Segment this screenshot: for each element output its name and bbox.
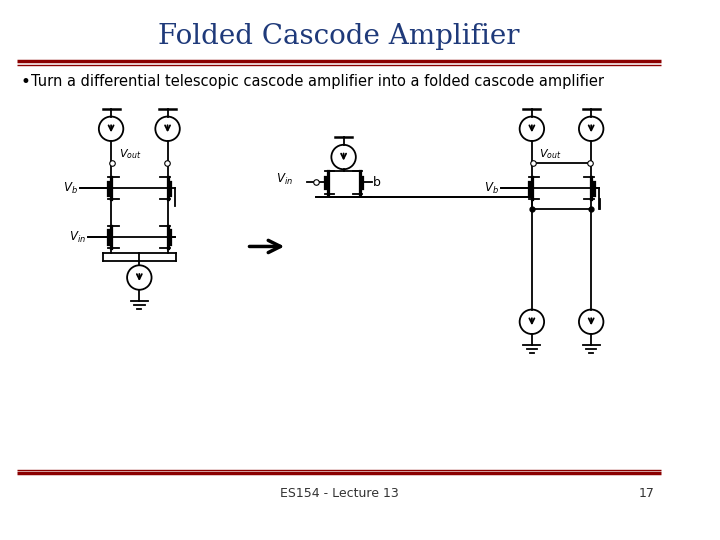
Text: $V_{out}$: $V_{out}$ bbox=[119, 147, 141, 161]
Text: $V_b$: $V_b$ bbox=[484, 180, 499, 195]
Text: $V_{in}$: $V_{in}$ bbox=[68, 230, 86, 245]
Text: ES154 - Lecture 13: ES154 - Lecture 13 bbox=[279, 487, 398, 500]
Text: Turn a differential telescopic cascode amplifier into a folded cascode amplifier: Turn a differential telescopic cascode a… bbox=[31, 74, 604, 89]
Text: $V_{in}$: $V_{in}$ bbox=[276, 172, 293, 187]
Text: $V_b$: $V_b$ bbox=[63, 180, 78, 195]
Text: b: b bbox=[373, 176, 381, 189]
Text: Folded Cascode Amplifier: Folded Cascode Amplifier bbox=[158, 23, 520, 50]
Text: $V_{out}$: $V_{out}$ bbox=[539, 147, 562, 161]
Text: •: • bbox=[21, 73, 30, 91]
Text: 17: 17 bbox=[639, 487, 654, 500]
